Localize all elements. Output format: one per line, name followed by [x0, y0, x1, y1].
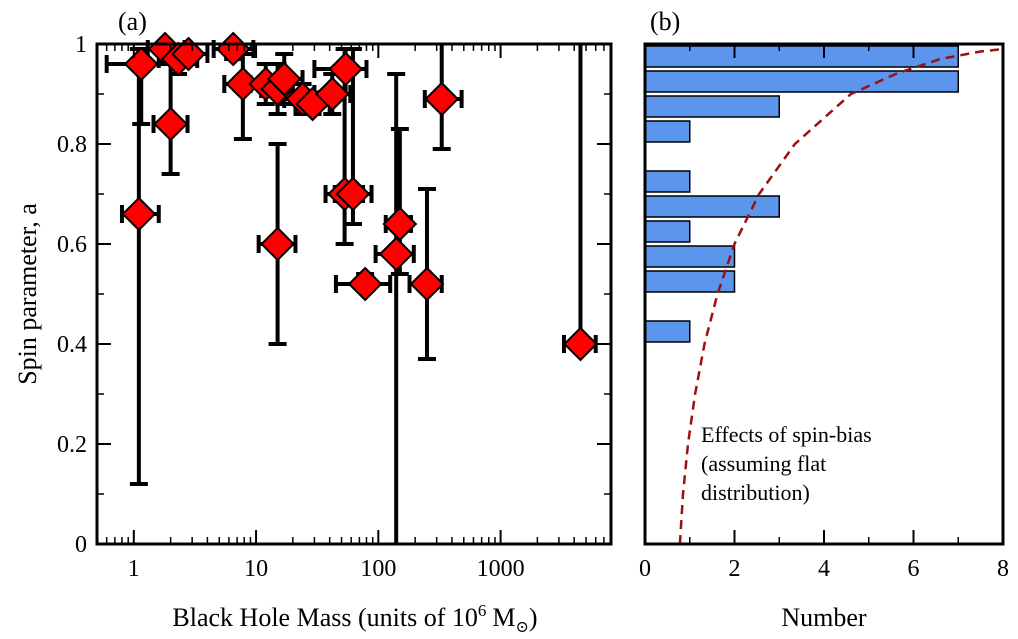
annotation-line-3: distribution) — [701, 480, 810, 505]
histogram-bar — [644, 245, 736, 268]
x-axis-title-unit: M — [492, 603, 515, 632]
diamond-marker — [378, 236, 414, 272]
diamond-marker — [314, 76, 350, 112]
diamond-marker — [153, 106, 189, 142]
x-tick-label: 4 — [818, 556, 830, 582]
x-tick-label: 6 — [908, 556, 920, 582]
panel-b-x-axis-title: Number — [781, 603, 867, 632]
x-tick-label: 2 — [729, 556, 741, 582]
x-tick-label: 10 — [244, 556, 268, 582]
histogram-bar — [644, 95, 780, 118]
panel-a-plot-area — [104, 31, 598, 544]
histogram-bar — [644, 120, 691, 143]
panel-a-y-ticks: 0 0.2 0.4 0.6 0.8 1 — [57, 32, 611, 558]
histogram-bar — [644, 320, 691, 343]
panel-a-x-ticks: 1 10 100 1000 — [96, 44, 612, 582]
histogram-bar — [644, 220, 691, 243]
y-tick-label: 0 — [75, 532, 87, 558]
x-tick-label: 8 — [997, 556, 1009, 582]
x-tick-label: 0 — [639, 556, 651, 582]
y-tick-label: 0.4 — [57, 332, 87, 358]
panel-b-label: (b) — [650, 7, 680, 36]
annotation-line-1: Effects of spin-bias — [701, 422, 872, 447]
diamond-marker — [382, 206, 418, 242]
data-point — [373, 72, 416, 544]
x-axis-title-exponent: 6 — [478, 601, 487, 620]
diamond-marker — [335, 176, 371, 212]
diamond-marker — [347, 266, 383, 302]
diamond-marker — [260, 226, 296, 262]
y-tick-label: 1 — [75, 32, 87, 58]
panel-a-x-axis-title: Black Hole Mass (units of 106 M⊙) — [172, 601, 537, 634]
histogram-bar — [644, 170, 691, 193]
data-point — [119, 47, 161, 486]
diamond-marker — [424, 81, 460, 117]
x-axis-title-close: ) — [529, 603, 538, 632]
panel-a: (a) 0 0.2 0.4 0.6 0.8 1 1 10 100 1000 Spin param… — [13, 7, 613, 636]
y-tick-label: 0.8 — [57, 132, 87, 158]
y-tick-label: 0.2 — [57, 432, 87, 458]
diamond-marker — [563, 326, 598, 362]
histogram-bar — [644, 45, 959, 68]
x-tick-label: 100 — [360, 556, 396, 582]
histogram-bar — [644, 195, 780, 218]
y-tick-label: 0.6 — [57, 232, 87, 258]
diamond-marker — [225, 66, 261, 102]
x-tick-label: 1000 — [477, 556, 525, 582]
histogram-bar — [644, 270, 736, 293]
spin-bias-annotation: Effects of spin-bias (assuming flat dist… — [701, 422, 872, 505]
diamond-marker — [409, 266, 445, 302]
annotation-line-2: (assuming flat — [701, 451, 826, 476]
diamond-marker — [328, 51, 364, 87]
histogram-bar — [644, 70, 959, 93]
x-axis-title-text: Black Hole Mass (units of 10 — [172, 603, 477, 632]
diamond-marker — [121, 196, 157, 232]
diamond-marker — [171, 36, 206, 72]
x-tick-label: 1 — [128, 556, 140, 582]
panel-a-y-axis-title: Spin parameter, a — [13, 203, 42, 385]
sun-symbol: ⊙ — [516, 619, 529, 634]
panel-a-label: (a) — [118, 7, 147, 36]
diamond-marker — [266, 61, 302, 97]
panel-b: (b) 0 2 4 6 8 Number Effects of spin-bias (a… — [639, 7, 1009, 632]
spin-bias-curve — [678, 47, 1004, 545]
data-point — [561, 44, 598, 353]
panel-b-x-ticks: 0 2 4 6 8 — [639, 44, 1009, 582]
